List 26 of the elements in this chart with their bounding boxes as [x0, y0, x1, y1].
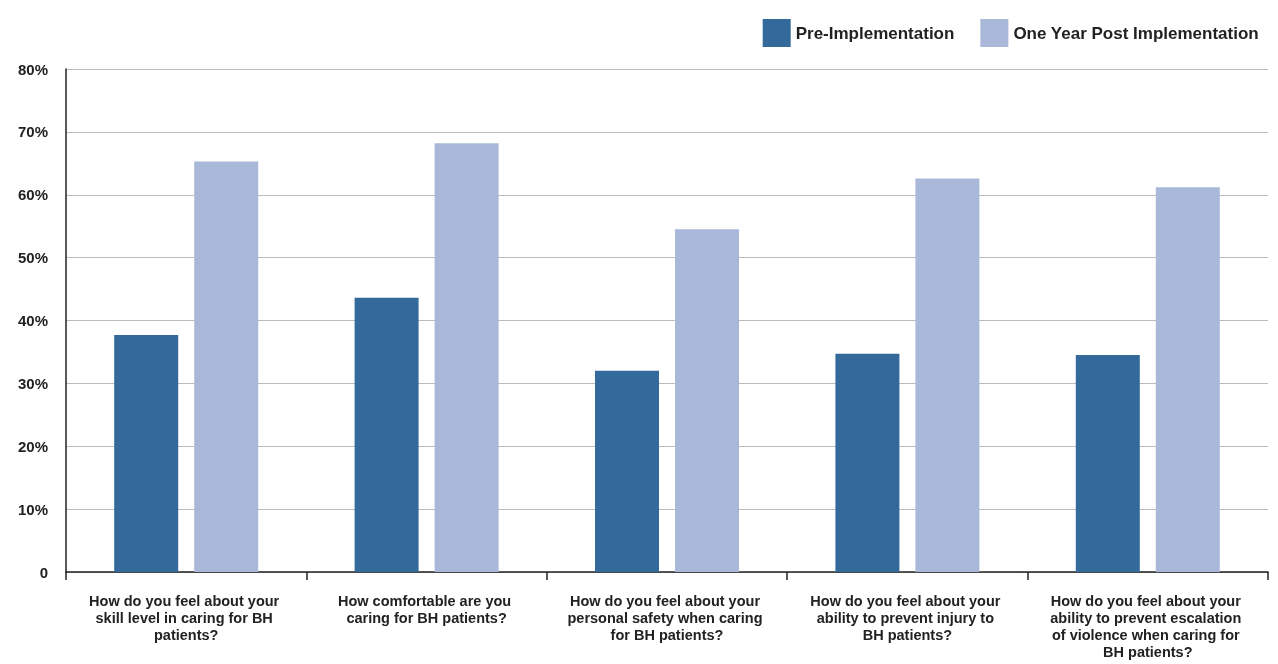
y-tick-label: 70% — [17, 123, 48, 141]
bar — [595, 370, 659, 572]
y-tick-label: 30% — [17, 374, 48, 392]
bar — [835, 353, 900, 572]
y-tick-label: 10% — [17, 500, 48, 518]
x-tick-label: How comfortable are you caring for BH patients? — [337, 592, 516, 626]
x-tick-label: How do you feel about your skill level in caring for BH patients? — [89, 592, 284, 643]
legend-label: One Year Post Implementation — [1013, 23, 1259, 43]
bar — [114, 334, 179, 572]
bar — [1155, 187, 1220, 572]
y-tick-label: 50% — [17, 249, 48, 267]
bar — [1075, 355, 1140, 572]
bar — [675, 229, 739, 572]
y-tick-label: 60% — [17, 186, 48, 204]
y-tick-label: 0 — [39, 563, 48, 581]
bar — [915, 178, 980, 572]
y-tick-label: 80% — [17, 60, 48, 78]
bar — [434, 143, 499, 572]
bar — [194, 161, 259, 572]
y-tick-label: 20% — [17, 437, 48, 455]
x-tick-label: How do you feel about your ability to prevent injury to BH patients? — [810, 592, 1005, 643]
y-tick-label: 40% — [17, 312, 48, 329]
bar — [354, 297, 419, 572]
x-tick-label: How do you feel about your ability to prevent escalation of violence when caring for BH patients? — [1050, 592, 1246, 660]
legend-label: Pre-Implementation — [795, 23, 955, 43]
x-tick-label: How do you feel about your personal safety when caring for BH patients? — [567, 592, 767, 643]
